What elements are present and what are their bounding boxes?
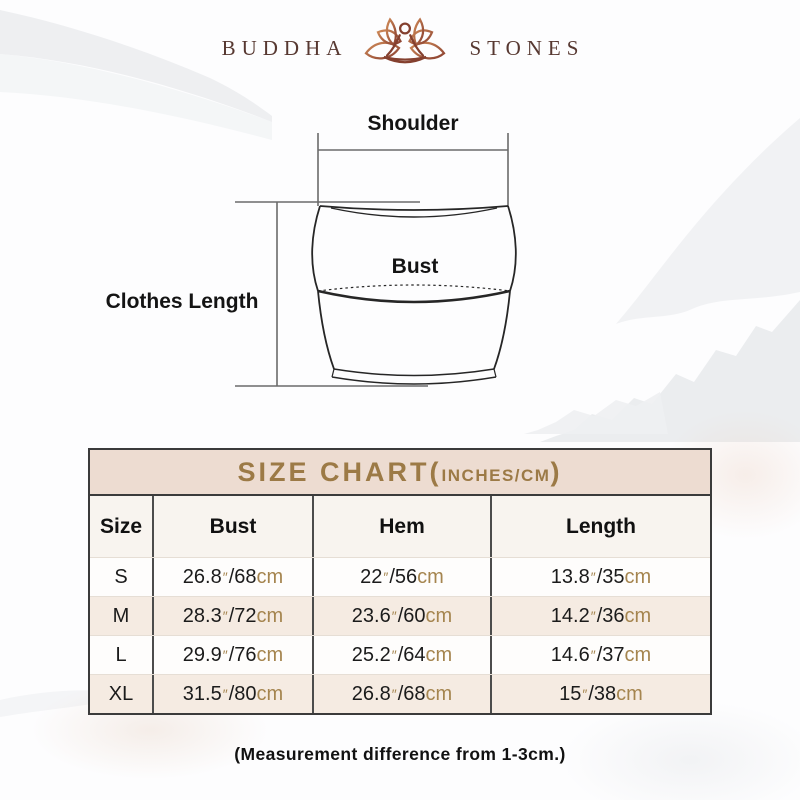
hem-cell: 22 ″/56 cm: [312, 558, 490, 596]
cm-suffix: cm: [256, 682, 284, 705]
size-chart-table: SIZE CHART(INCHES/CM) Size Bust Hem Leng…: [88, 448, 712, 715]
brand-name-left: BUDDHA: [221, 35, 348, 60]
size-cell: M: [112, 604, 130, 627]
cm-suffix: cm: [417, 565, 444, 588]
inch-mark: ″: [582, 686, 588, 702]
measurement-note: (Measurement difference from 1-3cm.): [234, 744, 566, 764]
length-cell: 15 ″/38 cm: [490, 675, 710, 713]
inch-mark: ″: [590, 608, 596, 624]
col-header-length: Length: [490, 496, 710, 557]
inch-mark: ″: [391, 608, 397, 624]
inch-mark: ″: [222, 608, 228, 624]
bust-cell: 28.3 ″/72 cm: [152, 597, 312, 635]
col-header-hem: Hem: [312, 496, 490, 557]
inch-mark: ″: [222, 647, 228, 663]
size-cell: S: [114, 565, 128, 588]
cm-suffix: cm: [256, 565, 284, 588]
cm-suffix: cm: [425, 682, 453, 705]
cm-suffix: cm: [425, 643, 453, 666]
table-row: L 29.9 ″/76 cm 25.2 ″/64 cm 14.6 ″/37 cm: [90, 635, 710, 674]
table-row: M 28.3 ″/72 cm 23.6 ″/60 cm 14.2 ″/36 cm: [90, 596, 710, 635]
length-cell: 14.2 ″/36 cm: [490, 597, 710, 635]
size-cell: XL: [108, 682, 134, 705]
inch-mark: ″: [590, 647, 596, 663]
brand-logo: BUDDHA STONES: [0, 12, 800, 84]
title-main: SIZE CHART(: [237, 457, 442, 487]
bust-label: Bust: [391, 255, 439, 278]
cm-suffix: cm: [256, 643, 284, 666]
cm-suffix: cm: [616, 682, 643, 705]
bust-cell: 31.5 ″/80 cm: [152, 675, 312, 713]
garment-outline: [311, 205, 517, 385]
title-paren: ): [550, 457, 563, 487]
bust-cell: 29.9 ″/76 cm: [152, 636, 312, 674]
measurement-lines: [235, 133, 509, 387]
table-row: S 26.8 ″/68 cm 22 ″/56 cm 13.8 ″/35 cm: [90, 557, 710, 596]
brand-name-right: STONES: [469, 35, 585, 60]
cm-suffix: cm: [624, 565, 652, 588]
shoulder-label: Shoulder: [367, 112, 459, 135]
inch-mark: ″: [222, 569, 228, 585]
cm-suffix: cm: [624, 604, 652, 627]
length-cell: 13.8 ″/35 cm: [490, 558, 710, 596]
col-header-size: Size: [99, 514, 143, 538]
inch-mark: ″: [222, 686, 228, 702]
title-units: INCHES/CM: [441, 466, 551, 485]
cm-suffix: cm: [425, 604, 453, 627]
inch-mark: ″: [590, 569, 596, 585]
clothes-length-label: Clothes Length: [105, 290, 259, 313]
inch-mark: ″: [391, 686, 397, 702]
table-row: XL 31.5 ″/80 cm 26.8 ″/68 cm 15 ″/38 cm: [90, 674, 710, 713]
bust-cell: 26.8 ″/68 cm: [152, 558, 312, 596]
inch-mark: ″: [391, 647, 397, 663]
cm-suffix: cm: [624, 643, 652, 666]
cm-suffix: cm: [256, 604, 284, 627]
length-cell: 14.6 ″/37 cm: [490, 636, 710, 674]
size-chart-title: SIZE CHART(INCHES/CM): [90, 450, 710, 496]
inch-mark: ″: [383, 569, 389, 585]
hem-cell: 25.2 ″/64 cm: [312, 636, 490, 674]
hem-cell: 26.8 ″/68 cm: [312, 675, 490, 713]
hem-cell: 23.6 ″/60 cm: [312, 597, 490, 635]
lotus-meditation-icon: [364, 17, 446, 64]
table-header-row: Size Bust Hem Length: [90, 496, 710, 557]
col-header-bust: Bust: [152, 496, 312, 557]
size-cell: L: [115, 643, 127, 666]
